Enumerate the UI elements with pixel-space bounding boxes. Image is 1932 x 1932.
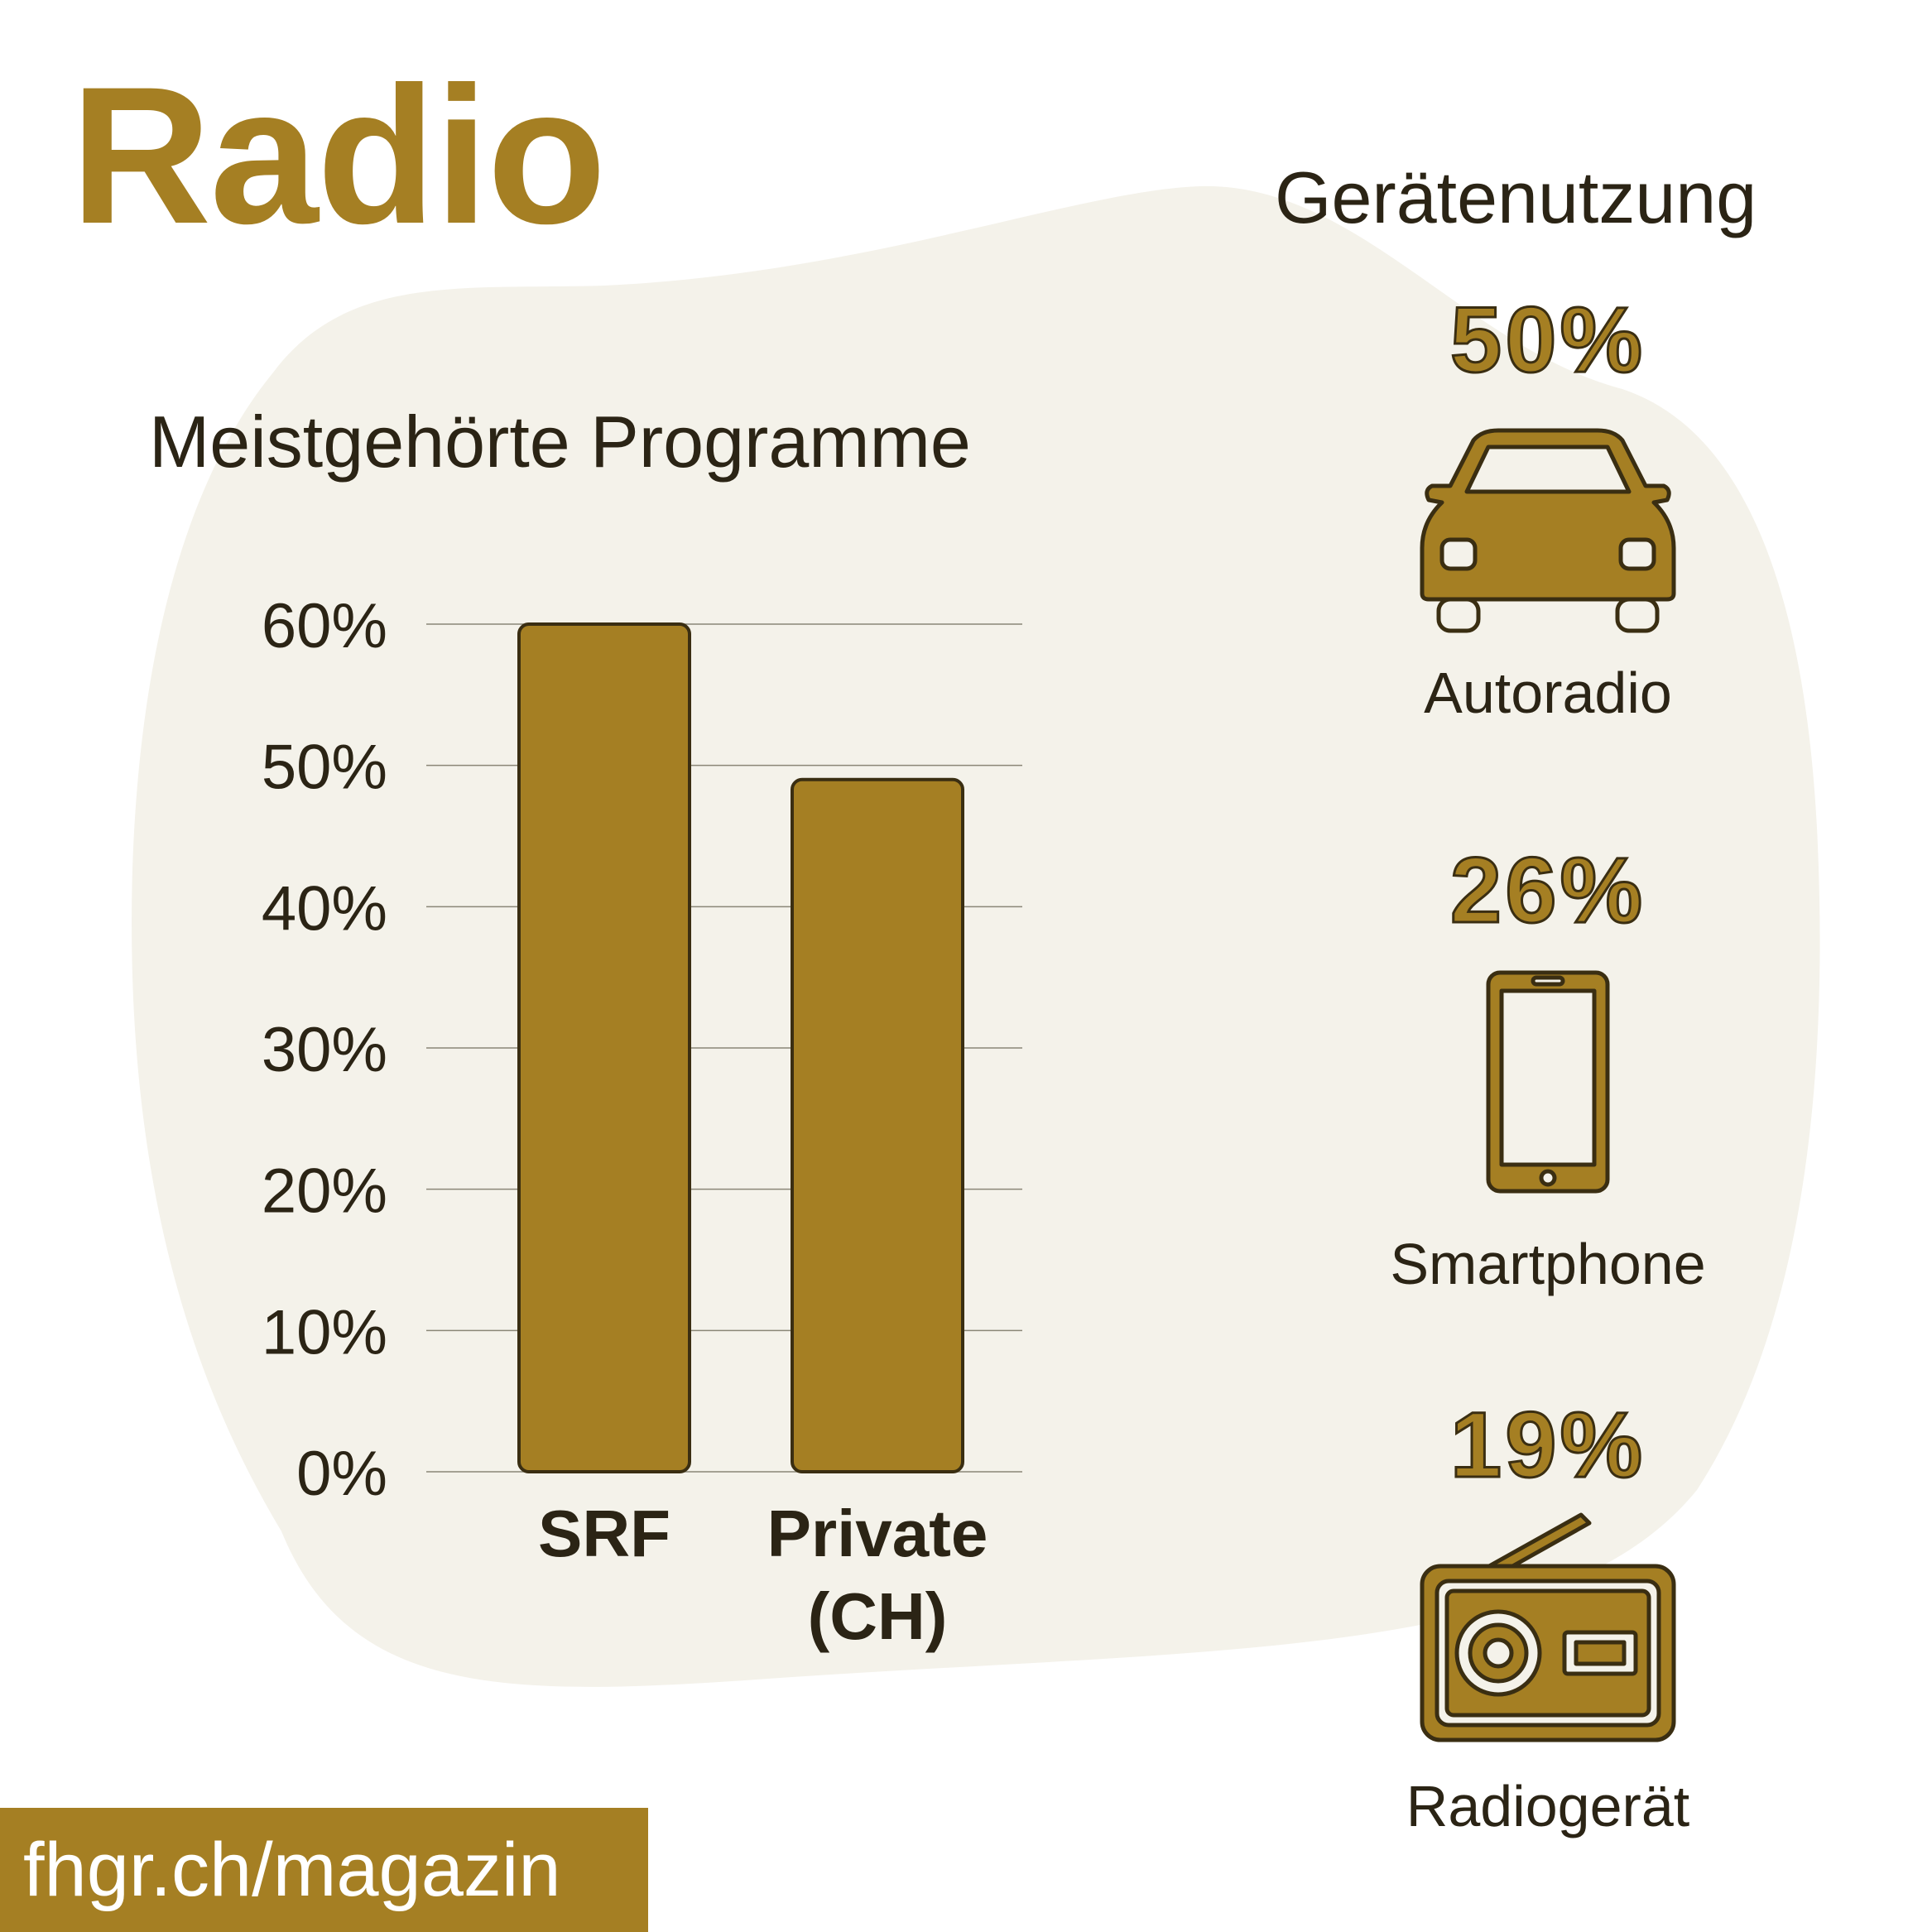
car-icon [1420, 428, 1676, 633]
y-tick-label: 10% [262, 1297, 387, 1367]
device-item-autoradio: 50% Autoradio [1333, 288, 1763, 725]
page-title: Radio [70, 46, 607, 265]
device-value: 50% [1449, 288, 1646, 392]
x-tick-label: Private (CH) [767, 1497, 988, 1653]
device-item-smartphone: 26% Smartphone [1333, 839, 1763, 1296]
y-tick-label: 30% [262, 1015, 387, 1085]
devices-title: Gerätenutzung [1275, 156, 1757, 238]
bar [791, 777, 964, 1473]
device-value: 19% [1449, 1393, 1646, 1497]
y-tick-label: 40% [262, 873, 387, 944]
footer-link[interactable]: fhgr.ch/magazin [0, 1808, 648, 1932]
y-tick-label: 0% [296, 1439, 387, 1509]
y-tick-label: 20% [262, 1156, 387, 1227]
device-label: Smartphone [1390, 1232, 1706, 1296]
y-tick-label: 60% [262, 591, 387, 661]
x-tick-label: SRF [538, 1497, 670, 1570]
chart-title: Meistgehörte Programme [149, 401, 971, 483]
device-value: 26% [1449, 839, 1646, 942]
device-label: Radiogerät [1406, 1774, 1690, 1838]
radio-icon [1420, 1512, 1676, 1742]
device-item-radiogeraet: 19% Radiogerät [1333, 1393, 1763, 1838]
bar [517, 622, 691, 1473]
device-label: Autoradio [1424, 661, 1672, 725]
y-tick-label: 50% [262, 733, 387, 803]
smartphone-icon [1486, 970, 1610, 1194]
